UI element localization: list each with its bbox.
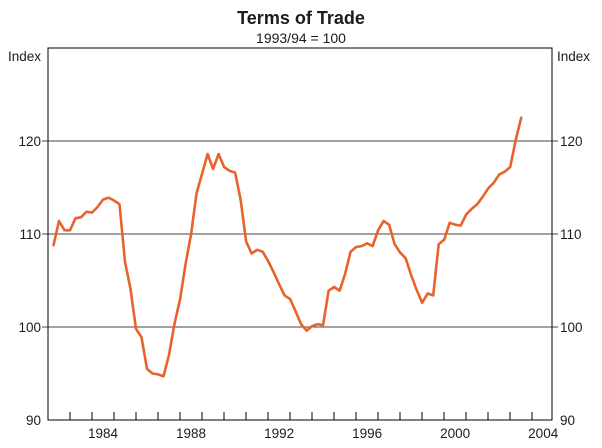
y-axis-labels-right: 90 100 110 120 <box>560 134 583 428</box>
x-axis-ticks <box>47 412 533 420</box>
x-axis-tick-label: 1996 <box>352 426 382 441</box>
x-axis-tick-label: 1992 <box>264 426 294 441</box>
x-axis-tick-label: 2004 <box>528 426 559 441</box>
y-axis-tick-label-right: 120 <box>560 134 583 149</box>
chart-title: Terms of Trade <box>237 8 365 28</box>
plot-frame <box>47 47 553 421</box>
y-axis-labels-left: 90 100 110 120 <box>18 134 41 428</box>
right-axis-unit-label: Index <box>557 49 590 64</box>
y-axis-tick-label-left: 110 <box>19 227 41 242</box>
terms-of-trade-line <box>52 116 523 378</box>
y-axis-tick-label-left: 90 <box>26 413 41 428</box>
y-axis-tick-label-left: 120 <box>18 134 41 149</box>
x-axis-tick-label: 1984 <box>88 426 119 441</box>
x-axis-tick-label: 1988 <box>176 426 206 441</box>
left-axis-unit-label: Index <box>8 49 41 64</box>
gridlines <box>42 140 558 328</box>
x-axis-labels: 1984 1988 1992 1996 2000 2004 <box>88 426 559 441</box>
x-axis-tick-label: 2000 <box>440 426 470 441</box>
y-axis-tick-label-right: 110 <box>560 227 582 242</box>
y-axis-tick-label-left: 100 <box>18 320 41 335</box>
y-axis-tick-label-right: 100 <box>560 320 583 335</box>
y-axis-tick-label-right: 90 <box>560 413 575 428</box>
chart-subtitle: 1993/94 = 100 <box>256 30 346 46</box>
